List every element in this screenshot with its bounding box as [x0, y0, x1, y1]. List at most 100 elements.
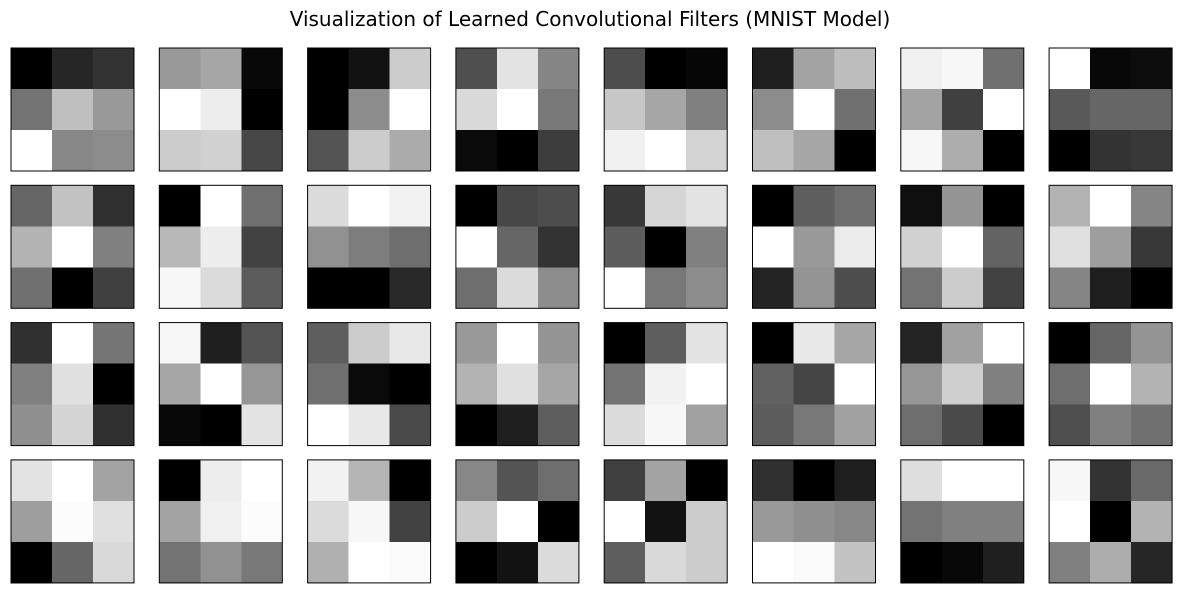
filter-26-cell-0-2 [241, 459, 283, 502]
filter-14-cell-2-0 [752, 267, 794, 309]
filter-panel-10 [158, 184, 283, 309]
filter-panel-7 [900, 47, 1025, 172]
filter-27-cell-0-2 [389, 459, 431, 502]
filter-22-cell-1-2 [834, 363, 876, 405]
filter-1-cell-2-0 [11, 130, 53, 172]
filter-5-cell-1-1 [645, 89, 687, 131]
filter-32-cell-0-0 [1049, 459, 1091, 502]
filter-19-cell-0-1 [348, 322, 390, 364]
filter-22-cell-2-2 [834, 404, 876, 446]
filter-9-cell-0-2 [93, 185, 135, 227]
filter-11-cell-0-2 [389, 185, 431, 227]
filter-28-cell-1-0 [455, 500, 498, 543]
filter-panel-4 [455, 47, 580, 172]
filter-9-frame [10, 184, 135, 309]
filter-28-frame [455, 459, 580, 584]
filter-9-cell-0-1 [52, 185, 94, 227]
filter-24-cell-2-2 [1131, 404, 1173, 446]
filter-7-cell-0-1 [941, 48, 984, 90]
filter-17-cell-0-2 [93, 322, 135, 364]
filter-9-cell-2-2 [93, 267, 135, 309]
filter-13-cell-0-2 [686, 185, 728, 227]
filter-13-cell-2-1 [645, 267, 687, 309]
filter-7-cell-1-1 [941, 89, 984, 131]
filter-8-cell-2-1 [1090, 130, 1132, 172]
filter-16-cell-1-1 [1090, 226, 1132, 268]
filter-8-cell-0-1 [1090, 48, 1132, 90]
filter-13-frame [603, 184, 728, 309]
filter-12-frame [455, 184, 580, 309]
filter-31-cell-0-2 [982, 459, 1025, 502]
filter-22-cell-0-0 [752, 322, 794, 364]
filter-21-cell-1-0 [604, 363, 646, 405]
filter-8-cell-0-0 [1049, 48, 1091, 90]
filter-15-cell-0-1 [941, 185, 984, 227]
filter-24-cell-1-1 [1090, 363, 1132, 405]
filter-30-cell-2-2 [834, 541, 876, 584]
filter-27-cell-2-1 [348, 541, 390, 584]
filter-6-cell-2-0 [752, 130, 794, 172]
filter-24-cell-0-2 [1131, 322, 1173, 364]
filter-panel-27 [307, 459, 432, 584]
filter-19-cell-1-0 [307, 363, 349, 405]
filter-2-cell-1-0 [159, 89, 201, 131]
filter-12-cell-2-1 [496, 267, 539, 309]
filter-1-cell-1-1 [52, 89, 94, 131]
filter-panel-21 [603, 322, 728, 447]
filter-29-cell-1-1 [645, 500, 687, 543]
filter-24-cell-0-1 [1090, 322, 1132, 364]
filter-21-frame [603, 322, 728, 447]
filter-20-cell-0-1 [496, 322, 539, 364]
filter-21-cell-0-0 [604, 322, 646, 364]
filter-3-frame [307, 47, 432, 172]
filter-15-cell-1-2 [982, 226, 1025, 268]
filter-7-cell-2-1 [941, 130, 984, 172]
filter-17-frame [10, 322, 135, 447]
filter-panel-25 [10, 459, 135, 584]
filter-11-cell-0-0 [307, 185, 349, 227]
filter-10-cell-2-0 [159, 267, 201, 309]
filter-3-cell-1-0 [307, 89, 349, 131]
filter-panel-31 [900, 459, 1025, 584]
filter-18-cell-2-2 [241, 404, 283, 446]
filter-32-cell-1-1 [1090, 500, 1132, 543]
filter-9-cell-1-2 [93, 226, 135, 268]
filter-panel-19 [307, 322, 432, 447]
filter-30-cell-2-0 [752, 541, 794, 584]
filter-27-cell-1-2 [389, 500, 431, 543]
filter-panel-17 [10, 322, 135, 447]
filter-9-cell-0-0 [11, 185, 53, 227]
filter-panel-5 [603, 47, 728, 172]
filter-panel-3 [307, 47, 432, 172]
filter-7-cell-1-0 [900, 89, 943, 131]
filter-19-cell-2-2 [389, 404, 431, 446]
filter-12-cell-0-0 [455, 185, 498, 227]
filter-8-frame [1048, 47, 1173, 172]
filter-27-cell-0-0 [307, 459, 349, 502]
filter-8-cell-1-0 [1049, 89, 1091, 131]
filter-31-frame [900, 459, 1025, 584]
filter-10-cell-1-2 [241, 226, 283, 268]
filter-5-cell-0-1 [645, 48, 687, 90]
filter-7-cell-2-2 [982, 130, 1025, 172]
filter-23-cell-1-1 [941, 363, 984, 405]
filter-5-cell-1-2 [686, 89, 728, 131]
filter-4-cell-0-0 [455, 48, 498, 90]
filter-16-cell-2-0 [1049, 267, 1091, 309]
filter-20-cell-2-1 [496, 404, 539, 446]
filter-16-cell-0-0 [1049, 185, 1091, 227]
filter-22-cell-2-1 [793, 404, 835, 446]
filter-4-frame [455, 47, 580, 172]
filter-4-cell-0-1 [496, 48, 539, 90]
filter-20-cell-1-2 [537, 363, 580, 405]
filter-13-cell-2-0 [604, 267, 646, 309]
filter-26-frame [158, 459, 283, 584]
filter-28-cell-1-1 [496, 500, 539, 543]
filter-15-cell-0-0 [900, 185, 943, 227]
filter-21-cell-0-1 [645, 322, 687, 364]
filter-18-cell-2-0 [159, 404, 201, 446]
filter-27-cell-2-0 [307, 541, 349, 584]
filter-5-cell-2-1 [645, 130, 687, 172]
filter-25-cell-1-2 [93, 500, 135, 543]
filter-21-cell-2-2 [686, 404, 728, 446]
